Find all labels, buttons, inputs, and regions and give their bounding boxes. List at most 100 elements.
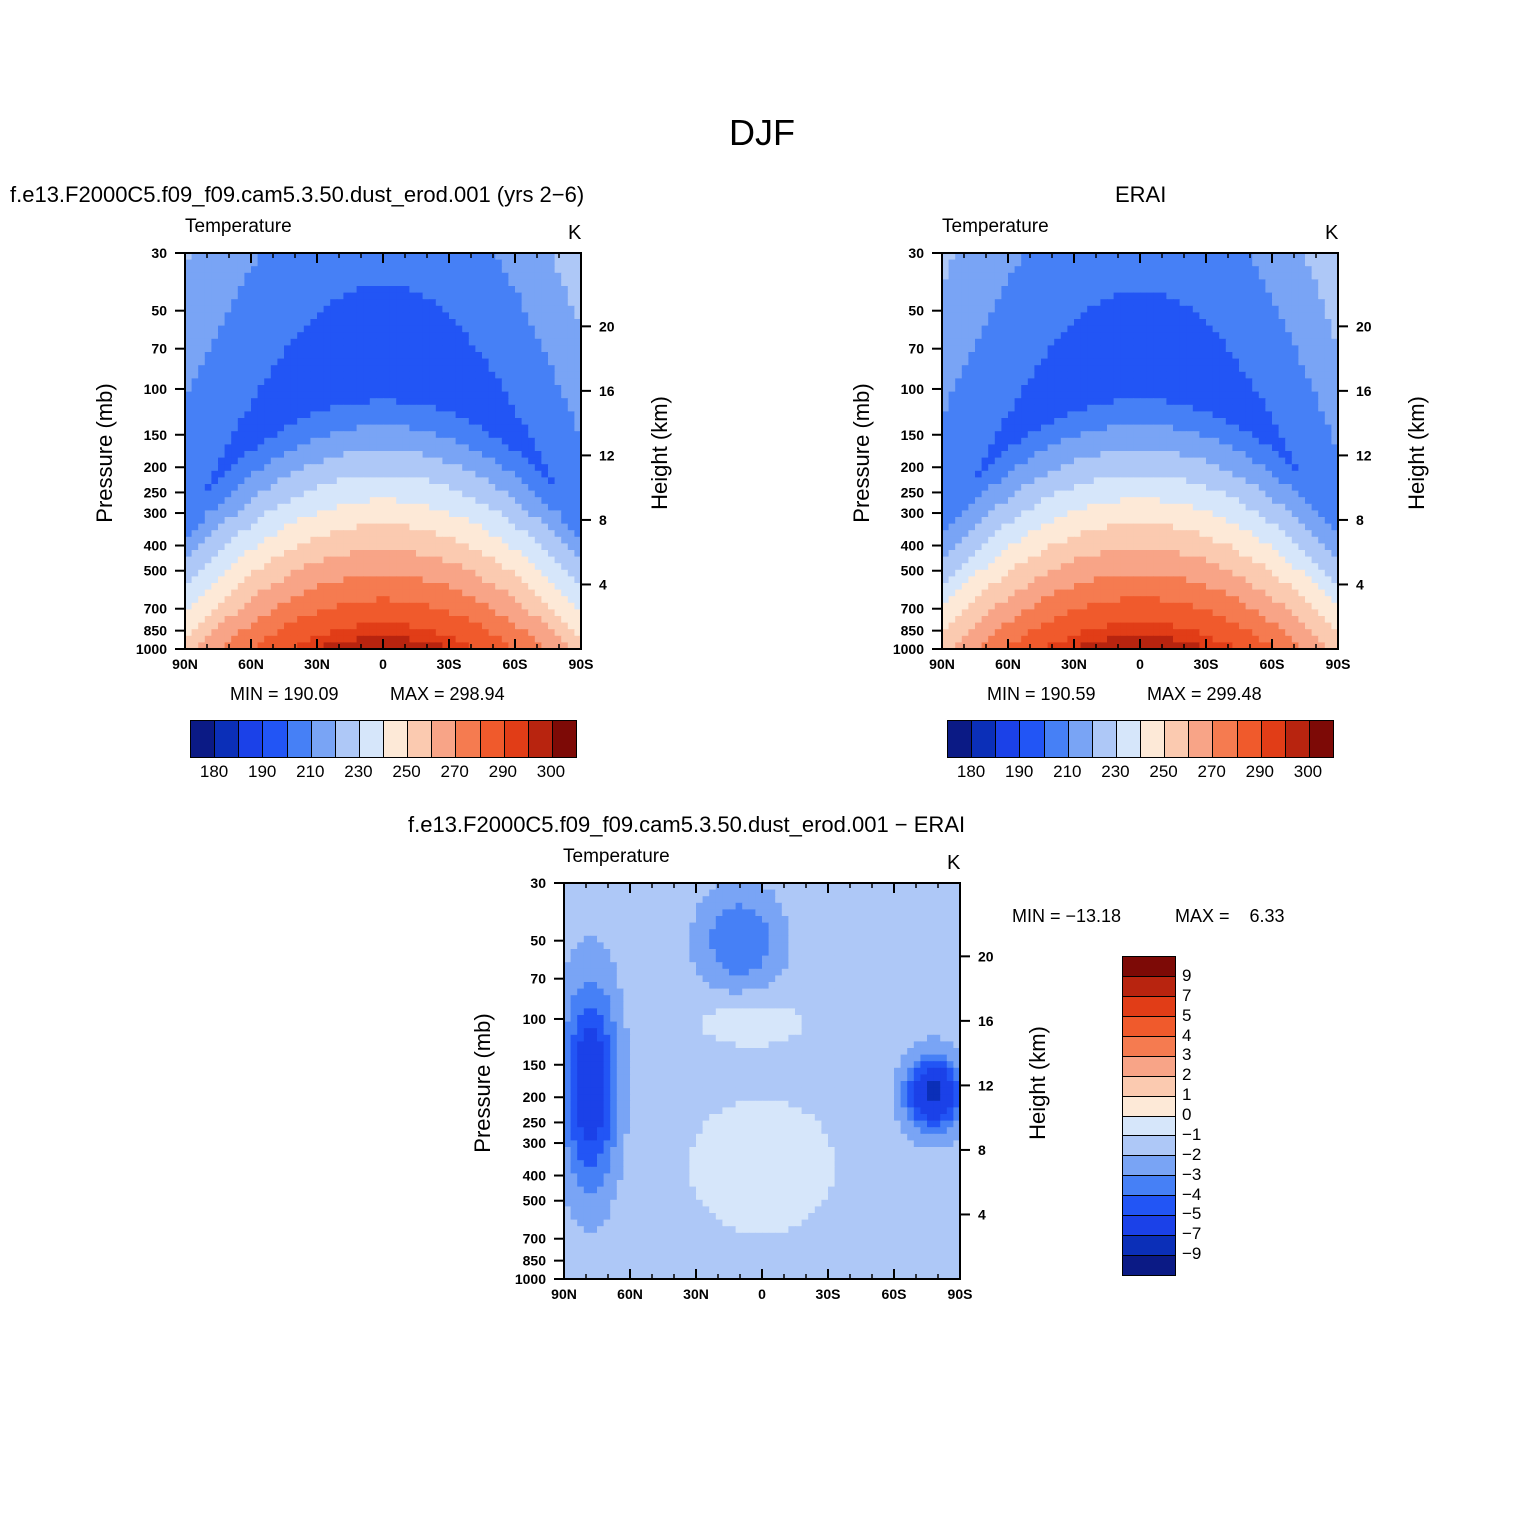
contour-cell <box>975 299 983 307</box>
contour-cell <box>567 272 575 280</box>
contour-cell <box>521 629 529 637</box>
contour-cell <box>1179 253 1187 261</box>
contour-cell <box>1113 352 1121 360</box>
contour-cell <box>237 259 245 267</box>
contour-cell <box>284 292 292 300</box>
contour-cell <box>1060 365 1068 373</box>
contour-cell <box>336 325 344 333</box>
contour-cell <box>468 345 476 353</box>
contour-cell <box>462 622 470 630</box>
contour-cell <box>290 583 298 591</box>
contour-cell <box>231 609 239 617</box>
contour-cell <box>297 299 305 307</box>
contour-cell <box>495 398 503 406</box>
contour-cell <box>198 424 206 432</box>
contour-cell <box>1087 338 1095 346</box>
contour-cell <box>495 411 503 419</box>
contour-cell <box>310 365 318 373</box>
contour-cell <box>251 497 259 505</box>
contour-cell <box>495 642 503 650</box>
contour-cell <box>1067 266 1075 274</box>
contour-cell <box>1126 352 1134 360</box>
contour-cell <box>1225 358 1233 366</box>
contour-cell <box>369 477 377 485</box>
contour-cell <box>961 286 969 294</box>
contour-cell <box>270 517 278 525</box>
contour-cell <box>343 253 351 261</box>
contour-cell <box>534 352 542 360</box>
contour-cell <box>356 642 364 650</box>
contour-cell <box>528 437 536 445</box>
panel-1-colorbar <box>190 720 577 758</box>
contour-cell <box>1272 272 1280 280</box>
contour-cell <box>224 530 232 538</box>
contour-cell <box>435 490 443 498</box>
contour-cell <box>1120 365 1128 373</box>
contour-cell <box>475 510 483 518</box>
colorbar-label: 180 <box>199 762 229 781</box>
y-tick-label: 700 <box>144 601 168 617</box>
contour-cell <box>1199 312 1207 320</box>
contour-cell <box>541 418 549 426</box>
contour-cell <box>1305 253 1313 261</box>
contour-cell <box>356 490 364 498</box>
contour-cell <box>264 398 272 406</box>
contour-cell <box>343 299 351 307</box>
contour-cell <box>356 576 364 584</box>
contour-cell <box>435 556 443 564</box>
contour-cell <box>429 266 437 274</box>
contour-cell <box>396 490 404 498</box>
contour-cell <box>389 563 397 571</box>
contour-cell <box>237 523 245 531</box>
contour-cell <box>1107 319 1115 327</box>
contour-cell <box>198 299 206 307</box>
contour-cell <box>310 510 318 518</box>
contour-cell <box>1001 266 1009 274</box>
contour-cell <box>237 279 245 287</box>
contour-cell <box>231 398 239 406</box>
contour-cell <box>323 635 331 643</box>
contour-cell <box>488 470 496 478</box>
contour-cell <box>1100 358 1108 366</box>
contour-cell <box>290 635 298 643</box>
contour-cell <box>389 391 397 399</box>
contour-cell <box>449 365 457 373</box>
contour-cell <box>561 444 569 452</box>
contour-cell <box>270 292 278 300</box>
contour-cell <box>1225 279 1233 287</box>
contour-cell <box>303 523 311 531</box>
contour-cell <box>402 358 410 366</box>
contour-cell <box>981 312 989 320</box>
contour-cell <box>455 451 463 459</box>
contour-cell <box>1054 286 1062 294</box>
contour-cell <box>1245 253 1253 261</box>
contour-cell <box>185 490 193 498</box>
contour-cell <box>244 358 252 366</box>
contour-cell <box>237 391 245 399</box>
contour-cell <box>191 391 199 399</box>
contour-cell <box>508 484 516 492</box>
contour-cell <box>574 385 582 393</box>
contour-cell <box>389 510 397 518</box>
contour-cell <box>1041 253 1049 261</box>
contour-cell <box>1159 352 1167 360</box>
contour-cell <box>350 385 358 393</box>
contour-cell <box>402 292 410 300</box>
contour-cell <box>955 286 963 294</box>
contour-cell <box>330 622 338 630</box>
contour-cell <box>501 431 509 439</box>
contour-cell <box>185 424 193 432</box>
contour-cell <box>317 272 325 280</box>
contour-cell <box>1133 385 1141 393</box>
contour-cell <box>224 589 232 597</box>
contour-cell <box>528 635 536 643</box>
contour-cell <box>310 589 318 597</box>
contour-cell <box>495 305 503 313</box>
contour-cell <box>1219 371 1227 379</box>
contour-cell <box>528 609 536 617</box>
contour-cell <box>369 550 377 558</box>
contour-cell <box>396 543 404 551</box>
contour-cell <box>567 523 575 531</box>
panel-1-subtitle: Temperature <box>185 216 292 237</box>
contour-cell <box>567 418 575 426</box>
